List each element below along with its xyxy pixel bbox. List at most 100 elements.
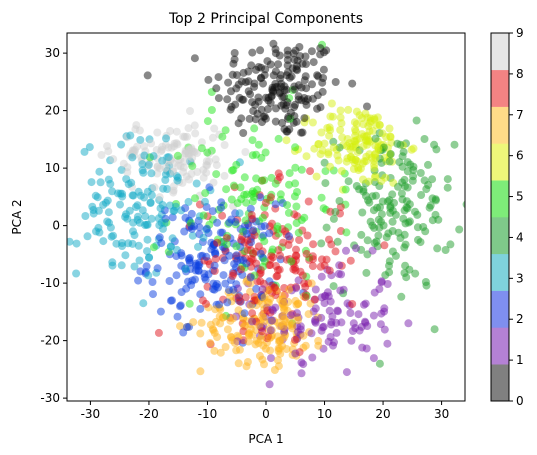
data-point-digit-4 — [402, 197, 411, 206]
data-point-digit-4 — [358, 208, 367, 217]
colorbar-segment-8 — [491, 69, 509, 107]
data-point-digit-0 — [302, 84, 311, 93]
data-point-digit-5 — [342, 228, 351, 237]
data-point-digit-0 — [245, 114, 254, 123]
data-point-digit-3 — [199, 233, 208, 242]
data-point-digit-6 — [386, 132, 395, 141]
data-point-digit-2 — [220, 256, 229, 265]
data-point-digit-4 — [416, 238, 425, 247]
data-point-digit-3 — [99, 237, 108, 246]
points-layer — [67, 39, 465, 389]
data-point-digit-0 — [204, 75, 213, 84]
data-point-digit-3 — [144, 160, 153, 169]
data-point-digit-5 — [207, 106, 216, 114]
data-point-digit-6 — [387, 138, 396, 147]
data-point-digit-3 — [201, 197, 209, 206]
data-point-digit-2 — [249, 226, 258, 235]
data-point-digit-4 — [394, 228, 403, 237]
data-point-digit-9 — [169, 182, 178, 191]
data-point-digit-2 — [185, 256, 194, 265]
data-point-digit-1 — [268, 316, 277, 325]
data-point-digit-4 — [417, 191, 426, 199]
data-point-digit-9 — [241, 148, 250, 156]
data-point-digit-5 — [203, 117, 212, 126]
data-point-digit-7 — [234, 359, 243, 368]
data-point-digit-3 — [188, 231, 197, 240]
data-point-digit-3 — [169, 207, 178, 216]
data-point-digit-7 — [196, 367, 205, 376]
data-point-digit-3 — [181, 265, 190, 274]
data-point-digit-5 — [241, 216, 250, 225]
data-point-digit-9 — [197, 138, 206, 147]
data-point-digit-9 — [191, 129, 200, 138]
data-point-digit-5 — [218, 132, 227, 141]
data-point-digit-6 — [326, 112, 335, 121]
colorbar-segment-3 — [491, 253, 509, 291]
data-point-digit-4 — [413, 210, 422, 219]
data-point-digit-2 — [232, 251, 241, 260]
data-point-digit-4 — [428, 194, 437, 203]
data-point-digit-3 — [81, 212, 90, 220]
colorbar-tick-label: 4 — [516, 230, 524, 244]
data-point-digit-0 — [318, 87, 327, 96]
data-point-digit-5 — [319, 204, 328, 213]
data-point-digit-2 — [219, 271, 228, 280]
data-point-digit-3 — [85, 143, 94, 152]
data-point-digit-9 — [220, 171, 229, 180]
data-point-digit-2 — [148, 278, 157, 286]
data-point-digit-8 — [248, 214, 257, 223]
data-point-digit-5 — [191, 194, 199, 203]
data-point-digit-4 — [333, 237, 342, 246]
data-point-digit-2 — [165, 277, 174, 285]
data-point-digit-7 — [246, 287, 255, 296]
data-point-digit-1 — [369, 354, 378, 363]
data-point-digit-0 — [227, 102, 236, 111]
data-point-digit-2 — [227, 215, 236, 224]
data-point-digit-4 — [357, 230, 366, 239]
data-point-digit-0 — [264, 93, 273, 102]
data-point-digit-1 — [342, 246, 350, 255]
x-tick-label: -30 — [81, 407, 101, 421]
data-point-digit-2 — [208, 207, 217, 216]
data-point-digit-3 — [147, 169, 156, 178]
data-point-digit-7 — [243, 358, 252, 366]
data-point-digit-6 — [353, 148, 362, 156]
data-point-digit-5 — [291, 143, 300, 152]
data-point-digit-4 — [386, 150, 395, 159]
data-point-digit-2 — [202, 252, 211, 261]
data-point-digit-0 — [228, 70, 237, 79]
data-point-digit-6 — [409, 144, 418, 153]
data-point-digit-3 — [99, 200, 108, 209]
colorbar-tick-label: 2 — [516, 312, 524, 326]
data-point-digit-1 — [336, 286, 345, 295]
data-point-digit-1 — [266, 326, 275, 335]
data-point-digit-2 — [153, 264, 162, 273]
data-point-digit-5 — [294, 228, 303, 237]
x-axis-label: PCA 1 — [248, 432, 283, 446]
data-point-digit-5 — [267, 173, 276, 182]
data-point-digit-0 — [300, 114, 309, 123]
data-point-digit-7 — [294, 300, 302, 308]
data-point-digit-6 — [336, 106, 345, 115]
data-point-digit-3 — [138, 206, 147, 215]
data-point-digit-4 — [365, 198, 374, 207]
data-point-digit-5 — [292, 202, 301, 211]
data-point-digit-3 — [80, 147, 89, 156]
data-point-digit-2 — [271, 200, 280, 209]
data-point-digit-1 — [317, 326, 326, 335]
data-point-digit-9 — [210, 124, 219, 133]
data-point-digit-4 — [401, 219, 410, 228]
data-point-digit-8 — [309, 240, 318, 249]
data-point-digit-9 — [133, 142, 142, 151]
data-point-digit-5 — [253, 185, 262, 194]
data-point-digit-0 — [316, 103, 325, 112]
data-point-digit-5 — [273, 225, 282, 233]
data-point-digit-4 — [371, 134, 380, 143]
data-point-digit-3 — [168, 234, 177, 243]
data-point-digit-2 — [168, 213, 177, 222]
data-point-digit-3 — [126, 131, 135, 140]
data-point-digit-8 — [380, 241, 389, 250]
data-point-digit-3 — [130, 231, 139, 240]
data-point-digit-6 — [308, 118, 317, 127]
data-point-digit-0 — [301, 97, 310, 106]
